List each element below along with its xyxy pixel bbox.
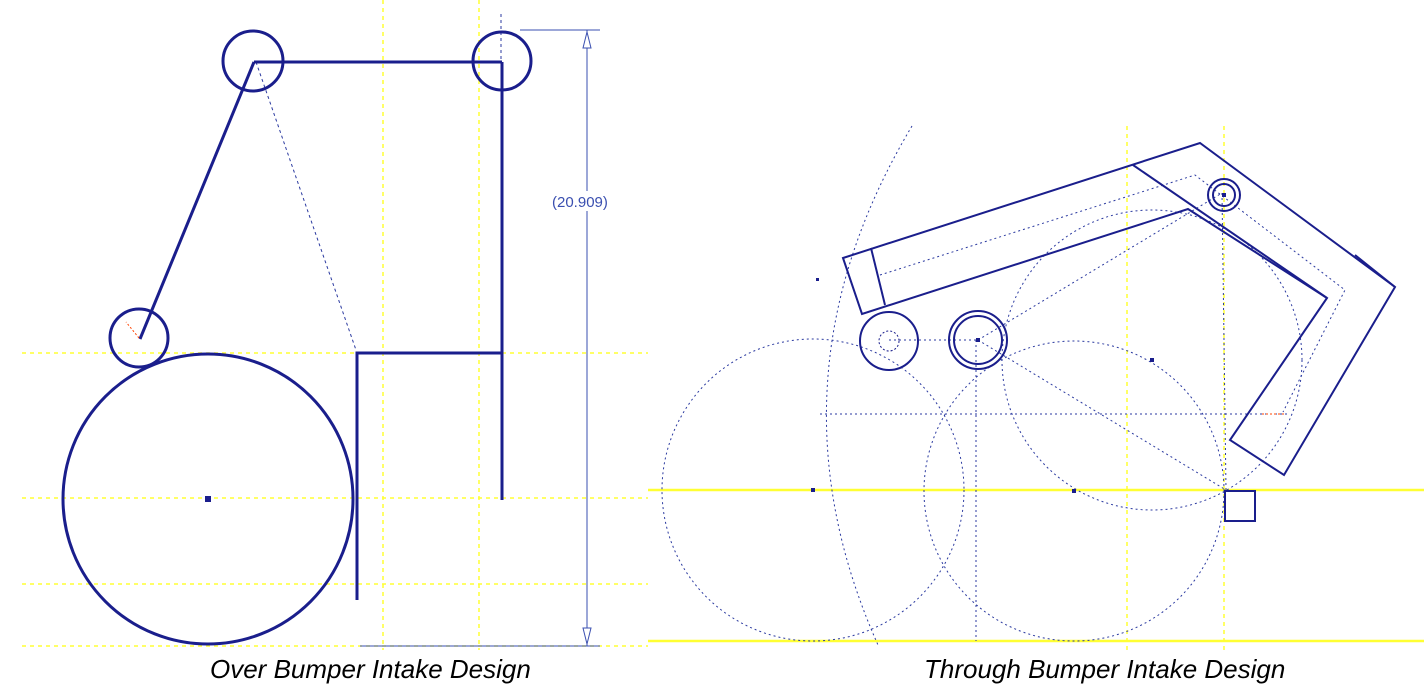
left-panel-sketch: (20.909) bbox=[22, 0, 648, 650]
chassis-profile bbox=[355, 351, 502, 600]
pivot-inner bbox=[1212, 183, 1236, 207]
construction-link-2 bbox=[977, 339, 1227, 491]
bumper-circle-left bbox=[661, 338, 965, 642]
arm-sweep-arc bbox=[826, 125, 913, 646]
construction-point-2 bbox=[1072, 489, 1076, 493]
arm-joint-line-1 bbox=[1132, 164, 1328, 299]
dimension-label: (20.909) bbox=[552, 194, 608, 211]
caption-over-bumper: Over Bumper Intake Design bbox=[210, 654, 531, 684]
right-panel-sketch bbox=[648, 125, 1424, 650]
arm-joint-line-3 bbox=[1354, 254, 1396, 288]
height-dimension bbox=[520, 29, 600, 646]
right-reference-lines bbox=[648, 126, 1424, 650]
bumper-center-point bbox=[205, 496, 211, 502]
roller-mid-center bbox=[976, 338, 980, 342]
dim-label-bg bbox=[550, 191, 624, 211]
roller-left-inner bbox=[878, 330, 900, 352]
arm-centerline bbox=[879, 174, 1346, 413]
left-construction-lines bbox=[255, 14, 600, 647]
caption-through-bumper: Through Bumper Intake Design bbox=[924, 654, 1286, 684]
dim-arrow-bottom bbox=[582, 627, 592, 645]
intake-arm-outline bbox=[841, 141, 1397, 477]
bumper-block bbox=[1224, 490, 1256, 522]
pivot-outer bbox=[1207, 178, 1241, 212]
construction-point-1 bbox=[811, 488, 815, 492]
roller-mid-inner bbox=[953, 315, 1003, 365]
construction-line-arm bbox=[255, 61, 357, 351]
left-geometry bbox=[61, 29, 533, 646]
pivot-center-point bbox=[1222, 193, 1226, 197]
construction-link-3 bbox=[977, 192, 1223, 341]
roller-circle-bottom bbox=[108, 307, 170, 369]
right-construction bbox=[661, 125, 1346, 646]
cad-sketch-canvas: (20.909) bbox=[22, 0, 1424, 650]
construction-point-4 bbox=[816, 278, 819, 281]
dim-arrow-top bbox=[582, 31, 592, 49]
roller-mid-outer bbox=[948, 310, 1008, 370]
construction-point-3 bbox=[1150, 358, 1154, 362]
left-reference-lines bbox=[22, 0, 648, 650]
roller-radius-mark bbox=[125, 321, 140, 339]
roller-left bbox=[859, 311, 919, 371]
arm-line bbox=[138, 61, 256, 340]
right-geometry bbox=[841, 141, 1397, 522]
bumper-circle bbox=[61, 352, 355, 646]
sweep-circle bbox=[1001, 209, 1303, 511]
construction-link-4 bbox=[1221, 192, 1227, 491]
arm-joint-line-2 bbox=[870, 247, 886, 306]
